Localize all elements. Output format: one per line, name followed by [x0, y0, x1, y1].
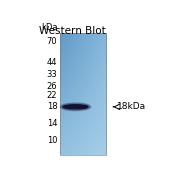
- Text: 70: 70: [47, 37, 57, 46]
- Text: 33: 33: [47, 70, 57, 79]
- Text: 14: 14: [47, 119, 57, 128]
- Text: 26: 26: [47, 82, 57, 91]
- Text: kDa: kDa: [41, 23, 57, 32]
- Bar: [60, 33, 106, 155]
- Text: 18kDa: 18kDa: [117, 102, 147, 111]
- Text: 10: 10: [47, 136, 57, 145]
- Ellipse shape: [60, 103, 91, 111]
- Text: 22: 22: [47, 91, 57, 100]
- Text: 44: 44: [47, 58, 57, 67]
- Text: 18: 18: [47, 102, 57, 111]
- Ellipse shape: [63, 105, 88, 109]
- Text: Western Blot: Western Blot: [39, 26, 105, 36]
